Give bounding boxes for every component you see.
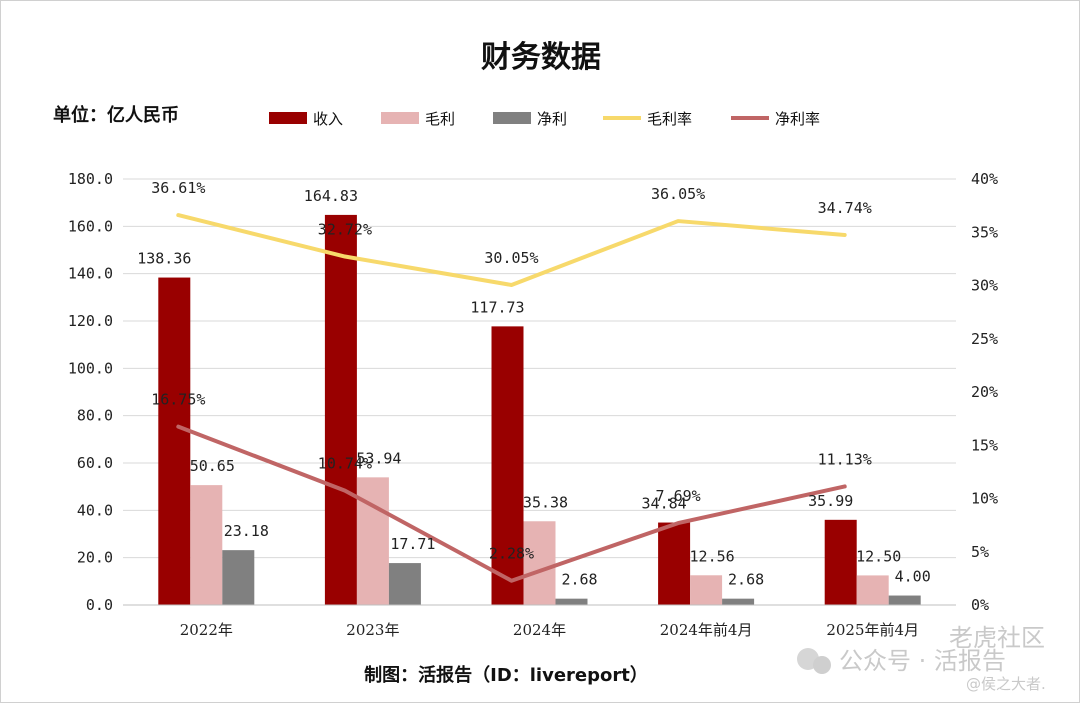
bar-value-label: 12.56 (690, 547, 735, 565)
line-净利率 (176, 424, 847, 583)
bar-净利 (555, 598, 588, 605)
bar-value-label: 35.99 (808, 492, 853, 510)
bar-净利 (722, 598, 755, 605)
bar-收入 (824, 519, 857, 605)
legend: 收入 毛利 净利 毛利率 净利率 (269, 110, 820, 128)
legend-label-毛利: 毛利 (425, 110, 455, 128)
y-right-tick-label: 25% (971, 330, 998, 348)
bar-毛利 (523, 521, 556, 605)
y-left-tick-label: 100.0 (68, 359, 113, 377)
x-category-label: 2025年前4月 (826, 621, 919, 639)
bar-value-label: 117.73 (470, 298, 524, 316)
watermark-community: 老虎社区 (949, 624, 1045, 652)
line-value-label: 30.05% (484, 249, 538, 267)
y-left-tick-label: 140.0 (68, 265, 113, 283)
x-category-label: 2022年 (180, 621, 233, 639)
y-right-tick-label: 35% (971, 223, 998, 241)
bar-value-label: 2.68 (728, 571, 764, 589)
bar-value-label: 53.94 (356, 449, 401, 467)
y-left-tick-label: 60.0 (77, 454, 113, 472)
y-left-tick-label: 80.0 (77, 407, 113, 425)
y-right-tick-label: 20% (971, 383, 998, 401)
line-value-label: 16.75% (151, 391, 205, 409)
x-category-label: 2024年 (513, 621, 566, 639)
bar-value-label: 4.00 (895, 568, 931, 586)
watermark: 老虎社区 公众号 · 活报告 @侯之大者. (797, 624, 1046, 693)
data-labels: 138.36 164.83 117.73 34.84 35.99 50.65 53.94 35… (137, 179, 931, 589)
legend-label-净利率: 净利率 (775, 110, 820, 128)
line-value-label: 2.28% (489, 545, 534, 563)
watermark-author: @侯之大者. (966, 675, 1046, 693)
legend-label-毛利率: 毛利率 (647, 110, 692, 128)
legend-swatch-收入 (269, 112, 307, 124)
bars (158, 214, 921, 605)
y-right-tick-label: 30% (971, 277, 998, 295)
bar-value-label: 17.71 (390, 535, 435, 553)
legend-label-净利: 净利 (537, 110, 567, 128)
line-value-label: 7.69% (656, 487, 701, 505)
chart-title: 财务数据 (481, 40, 601, 75)
y-left-tick-label: 180.0 (68, 170, 113, 188)
bar-净利 (388, 563, 421, 605)
line-value-label: 10.74% (318, 455, 372, 473)
wechat-icon-small (813, 656, 831, 674)
y-left-tick-label: 40.0 (77, 501, 113, 519)
bar-收入 (158, 277, 191, 605)
bar-净利 (222, 550, 255, 605)
y-right-tick-label: 5% (971, 543, 989, 561)
y-left-tick-label: 20.0 (77, 549, 113, 567)
line-毛利率 (176, 213, 847, 287)
lines (176, 213, 847, 583)
bar-收入 (324, 214, 357, 605)
legend-label-收入: 收入 (313, 110, 343, 128)
bar-毛利 (856, 575, 889, 605)
y-left-tick-label: 120.0 (68, 312, 113, 330)
y-right-tick-label: 10% (971, 490, 998, 508)
bar-净利 (888, 595, 921, 605)
bar-value-label: 138.36 (137, 250, 191, 268)
x-category-label: 2023年 (346, 621, 399, 639)
bar-value-label: 2.68 (561, 571, 597, 589)
y-right-tick-label: 15% (971, 436, 998, 454)
y-right-tick-label: 0% (971, 596, 989, 614)
bar-value-label: 23.18 (224, 522, 269, 540)
line-value-label: 11.13% (818, 450, 872, 468)
unit-label: 单位：亿人民币 (53, 104, 179, 126)
y-left-tick-label: 0.0 (86, 596, 113, 614)
bar-value-label: 12.50 (856, 547, 901, 565)
bar-value-label: 34.84 (642, 495, 687, 513)
legend-swatch-毛利 (381, 112, 419, 124)
line-value-label: 36.61% (151, 179, 205, 197)
line-value-label: 36.05% (651, 185, 705, 203)
bar-收入 (491, 326, 524, 605)
bar-value-label: 50.65 (190, 457, 235, 475)
line-value-label: 32.72% (318, 221, 372, 239)
bar-毛利 (190, 485, 223, 605)
bar-value-label: 35.38 (523, 493, 568, 511)
bar-毛利 (356, 477, 389, 605)
bar-毛利 (690, 575, 723, 605)
bar-收入 (658, 522, 691, 605)
y-left-tick-label: 160.0 (68, 217, 113, 235)
line-value-label: 34.74% (818, 199, 872, 217)
bar-value-label: 164.83 (304, 187, 358, 205)
x-category-label: 2024年前4月 (660, 621, 753, 639)
axes: 0.0 20.0 40.0 60.0 80.0 100.0 120.0 140.0 160.0 1… (68, 170, 998, 639)
y-right-tick-label: 40% (971, 170, 998, 188)
watermark-account: 公众号 · 活报告 (839, 647, 1006, 675)
footer-credit: 制图：活报告（ID：livereport） (364, 664, 648, 686)
legend-swatch-净利 (493, 112, 531, 124)
